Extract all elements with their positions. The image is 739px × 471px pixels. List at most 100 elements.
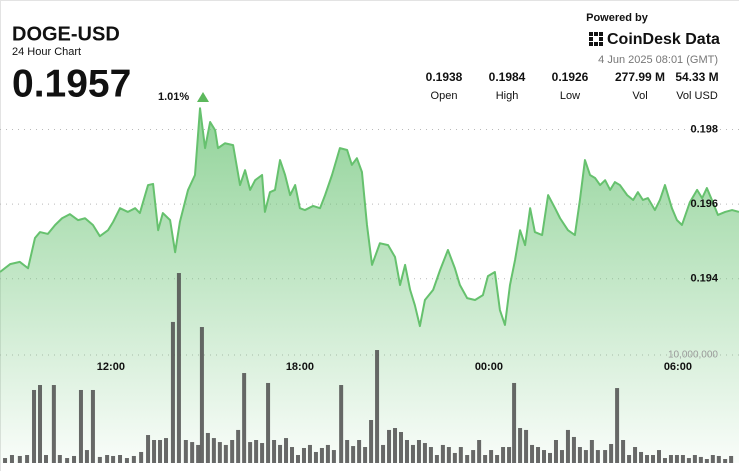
volume-bar [633, 447, 638, 463]
volume-bar [278, 444, 283, 463]
volume-bar [483, 455, 488, 463]
volume-bar [25, 455, 30, 463]
volume-bar [65, 458, 70, 463]
volume-bar [583, 450, 588, 463]
volume-bar [295, 455, 300, 463]
volume-bar [507, 447, 512, 463]
volume-bar [393, 428, 398, 463]
volume-bar [645, 455, 650, 463]
volume-bar [559, 450, 564, 463]
stat-label: Vol [632, 90, 647, 102]
volume-bar [501, 447, 506, 463]
volume-bar [78, 389, 83, 463]
volume-bar [369, 420, 374, 463]
volume-bar [97, 456, 102, 463]
volume-bar [698, 456, 703, 463]
volume-bar [595, 450, 600, 463]
stat-value: 0.1926 [552, 70, 589, 84]
y-tick-label: 0.194 [690, 273, 718, 285]
volume-bar [489, 450, 494, 463]
volume-bar [290, 447, 295, 463]
volume-bar [313, 451, 318, 463]
volume-bar [723, 459, 728, 463]
volume-bar [571, 436, 576, 463]
volume-bar [51, 385, 56, 463]
volume-bar [183, 440, 188, 463]
x-tick-label: 18:00 [286, 361, 314, 373]
volume-bar [603, 450, 608, 463]
x-tick-label: 00:00 [475, 361, 503, 373]
timestamp: 4 Jun 2025 08:01 (GMT) [598, 54, 718, 66]
price-area [0, 108, 739, 464]
y-tick-label: 0.196 [690, 198, 718, 210]
volume-bar [729, 455, 734, 463]
volume-bar [319, 447, 324, 463]
volume-bar [375, 350, 380, 463]
volume-bar [111, 455, 116, 463]
volume-bar [428, 447, 433, 463]
volume-bar [422, 443, 427, 463]
volume-bar [118, 455, 123, 463]
volume-bar [43, 455, 48, 463]
header: DOGE-USD 24 Hour Chart 0.1957 1.01% Powe… [12, 12, 720, 105]
stat-label: Vol USD [676, 90, 718, 102]
volume-bar [589, 440, 594, 463]
volume-bar [416, 440, 421, 463]
volume-bar [615, 388, 620, 463]
volume-bar [105, 455, 110, 463]
volume-bar [381, 444, 386, 463]
volume-bar [38, 385, 43, 463]
volume-bar [410, 444, 415, 463]
x-tick-label: 12:00 [97, 361, 125, 373]
volume-bar [565, 429, 570, 463]
volume-bar [176, 273, 181, 463]
volume-bar [248, 442, 253, 463]
volume-bar [230, 440, 235, 463]
volume-bar [524, 429, 529, 463]
volume-bar [399, 432, 403, 463]
volume-bar [553, 440, 558, 463]
volume-bar [363, 447, 368, 463]
subtitle: 24 Hour Chart [12, 46, 81, 58]
stat-label: Open [431, 90, 458, 102]
volume-bar [651, 455, 655, 463]
stats: 0.1938 Open 0.1984 High 0.1926 Low 277.99 M Vol… [426, 70, 719, 102]
volume-bar [351, 446, 356, 463]
volume-bar [639, 451, 644, 463]
volume-bar [272, 440, 277, 463]
volume-bar [190, 442, 195, 463]
symbol: DOGE-USD [12, 23, 120, 45]
volume-bar [704, 459, 709, 463]
volume-bar [621, 440, 626, 463]
volume-bar [223, 444, 228, 463]
volume-bar [668, 455, 673, 463]
volume-bar [266, 382, 271, 463]
powered-by: Powered by [586, 12, 649, 24]
volume-bar [72, 455, 77, 463]
price: 0.1957 [12, 62, 131, 105]
x-tick-label: 06:00 [664, 361, 692, 373]
stat-label: Low [560, 90, 580, 102]
volume-bar [357, 440, 362, 463]
volume-bar [211, 438, 216, 463]
volume-bar [196, 444, 201, 463]
volume-bar [387, 429, 392, 463]
volume-bar [627, 455, 632, 463]
volume-bar [458, 447, 463, 463]
stat-value: 0.1938 [426, 70, 463, 84]
brand-icon [589, 32, 603, 46]
volume-bar [152, 440, 157, 463]
volume-bar [609, 443, 614, 463]
volume-bar [124, 458, 129, 463]
volume-bar [242, 373, 247, 463]
volume-bar [146, 435, 151, 463]
volume-bar [158, 440, 163, 463]
volume-bar [339, 385, 344, 463]
volume-bar [3, 458, 8, 463]
volume-bar [656, 450, 661, 463]
volume-bar [716, 455, 721, 463]
volume-bar [477, 440, 482, 463]
volume-bar [236, 429, 241, 463]
volume-bar [57, 455, 62, 463]
